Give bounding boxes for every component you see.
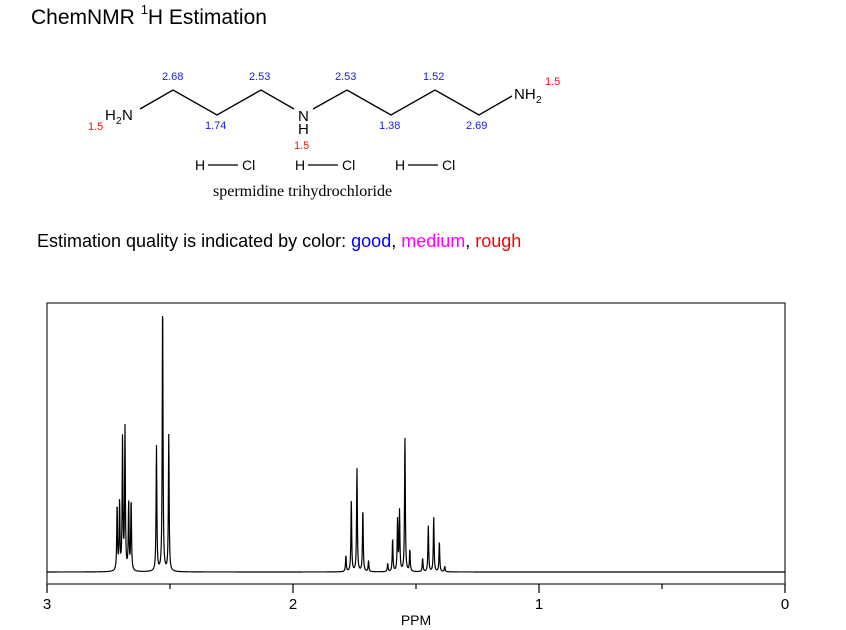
shift-label: 1.5	[88, 121, 103, 133]
spectrum-trace	[47, 315, 785, 573]
right-amine-sub: 2	[536, 95, 542, 106]
left-amine-h: H	[105, 107, 116, 124]
x-axis-title: PPM	[401, 612, 431, 628]
compound-name: spermidine trihydrochloride	[213, 183, 392, 200]
shift-label: 1.38	[379, 120, 400, 132]
central-nitrogen-h: H	[298, 121, 309, 138]
title-prefix: ChemNMR	[31, 6, 141, 29]
legend-separator: ,	[465, 231, 476, 251]
shift-label: 1.5	[545, 76, 560, 88]
shift-label: 2.53	[335, 71, 356, 83]
shift-label: 2.53	[249, 71, 270, 83]
legend-rough: rough	[475, 231, 522, 251]
shift-label: 2.69	[466, 120, 487, 132]
tick-label: 0	[781, 596, 789, 613]
skeleton-bonds	[139, 89, 513, 116]
salt-h: H	[295, 157, 305, 173]
salt-h: H	[195, 157, 205, 173]
hcl-salt-3: H Cl	[395, 157, 455, 173]
title-superscript: 1	[140, 2, 148, 17]
left-amine-n: N	[122, 107, 133, 124]
legend-good: good	[351, 231, 392, 251]
spectrum-chart: 3 2 1 0 PPM	[43, 302, 789, 628]
shift-label: 1.74	[205, 120, 226, 132]
salt-h: H	[395, 157, 405, 173]
tick-label: 3	[43, 596, 51, 613]
central-nitrogen: N	[298, 108, 309, 125]
shift-label: 1.5	[294, 140, 309, 152]
title-suffix: H Estimation	[147, 6, 267, 29]
shift-labels: 2.68 2.53 2.53 1.52 1.74 1.38 2.69 1.5 1.5 1.5	[88, 71, 560, 152]
right-amine-nh: NH	[514, 86, 536, 103]
page-title: ChemNMR 1H Estimation	[31, 2, 267, 30]
shift-label: 1.52	[423, 71, 444, 83]
quality-legend: Estimation quality is indicated by color…	[37, 231, 521, 252]
tick-label: 2	[289, 596, 297, 613]
shift-label: 2.68	[162, 71, 183, 83]
hcl-salt-2: H Cl	[295, 157, 355, 173]
left-amine-sub: 2	[116, 116, 122, 127]
hcl-salt-1: H Cl	[195, 157, 255, 173]
salt-cl: Cl	[342, 157, 355, 173]
legend-prefix: Estimation quality is indicated by color…	[37, 231, 352, 251]
salt-cl: Cl	[242, 157, 255, 173]
tick-label: 1	[535, 596, 543, 613]
legend-medium: medium	[401, 231, 466, 251]
x-axis-ticks: 3 2 1 0	[43, 584, 789, 613]
legend-separator: ,	[391, 231, 402, 251]
salt-cl: Cl	[442, 157, 455, 173]
